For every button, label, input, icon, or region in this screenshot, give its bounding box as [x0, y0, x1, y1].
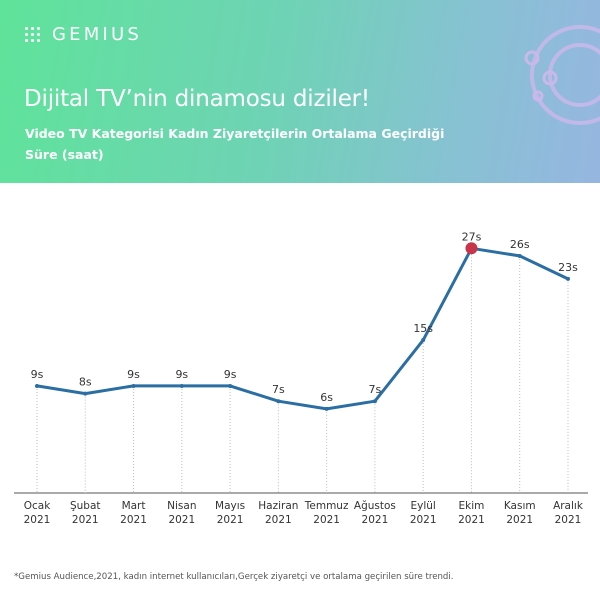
data-point: [35, 383, 39, 388]
x-tick-label: Ekim: [459, 500, 485, 512]
page-title: Dijital TV’nin dinamosu diziler!: [24, 86, 370, 112]
logo-text: GEMIUS: [52, 24, 142, 45]
data-point: [131, 383, 136, 388]
data-label: 9s: [31, 368, 44, 381]
x-tick-label: Mayıs: [215, 500, 245, 512]
x-tick-label: Mart: [122, 500, 146, 512]
data-point: [566, 276, 570, 281]
x-tick-year: 2021: [506, 514, 533, 526]
data-label: 23s: [558, 261, 578, 274]
line-chart: 9s 8s 9s 9s 9s 7s 6s 7s 15s 27s 26s 23s Ocak 2021 Şub…: [14, 230, 588, 526]
x-tick-label: Nisan: [167, 500, 196, 512]
series-line: [35, 246, 570, 411]
data-label: 6s: [320, 391, 333, 404]
x-tick-year: 2021: [555, 514, 582, 526]
data-label: 7s: [369, 383, 382, 396]
chart-subtitle: Video TV Kategorisi Kadın Ziyaretçilerin…: [25, 126, 445, 162]
x-tick-year: 2021: [168, 514, 195, 526]
data-label: 27s: [462, 230, 482, 243]
x-tick-year: 2021: [265, 514, 292, 526]
x-tick-label: Aralık: [553, 500, 584, 512]
data-label: 9s: [127, 368, 140, 381]
data-point: [228, 383, 233, 388]
data-label: 9s: [175, 368, 188, 381]
decorative-swirl-icon: [524, 25, 600, 125]
data-label: 8s: [79, 376, 92, 389]
data-label: 9s: [224, 368, 237, 381]
x-tick-label: Ağustos: [354, 500, 396, 512]
x-tick-year: 2021: [24, 514, 51, 526]
x-tick-label: Şubat: [70, 500, 101, 512]
gemius-logo: GEMIUS: [25, 24, 142, 45]
x-tick-label: Eylül: [411, 500, 436, 512]
data-point: [179, 383, 184, 388]
data-point: [421, 338, 426, 343]
x-tick-year: 2021: [458, 514, 485, 526]
x-tick-label: Kasım: [504, 500, 536, 512]
x-tick-year: 2021: [72, 514, 99, 526]
data-label: 26s: [510, 238, 530, 251]
data-label: 15s: [413, 322, 433, 335]
data-label: 7s: [272, 383, 285, 396]
x-tick-label: Ocak: [24, 500, 51, 512]
x-tick-year: 2021: [410, 514, 437, 526]
data-point: [372, 399, 377, 404]
x-tick-label: Temmuz: [304, 500, 349, 512]
data-point: [517, 253, 522, 258]
header-banner: GEMIUS Dijital TV’nin dinamosu diziler! …: [0, 0, 600, 183]
data-point: [324, 406, 329, 411]
x-tick-year: 2021: [217, 514, 244, 526]
x-tick-label: Haziran: [258, 500, 298, 512]
logo-dots-icon: [25, 27, 40, 42]
x-tick-year: 2021: [120, 514, 147, 526]
data-point: [276, 399, 281, 404]
footnote: *Gemius Audience,2021, kadın internet ku…: [14, 572, 454, 582]
highlight-marker: [465, 242, 478, 255]
x-tick-year: 2021: [362, 514, 389, 526]
x-tick-year: 2021: [313, 514, 340, 526]
data-point: [83, 391, 88, 396]
